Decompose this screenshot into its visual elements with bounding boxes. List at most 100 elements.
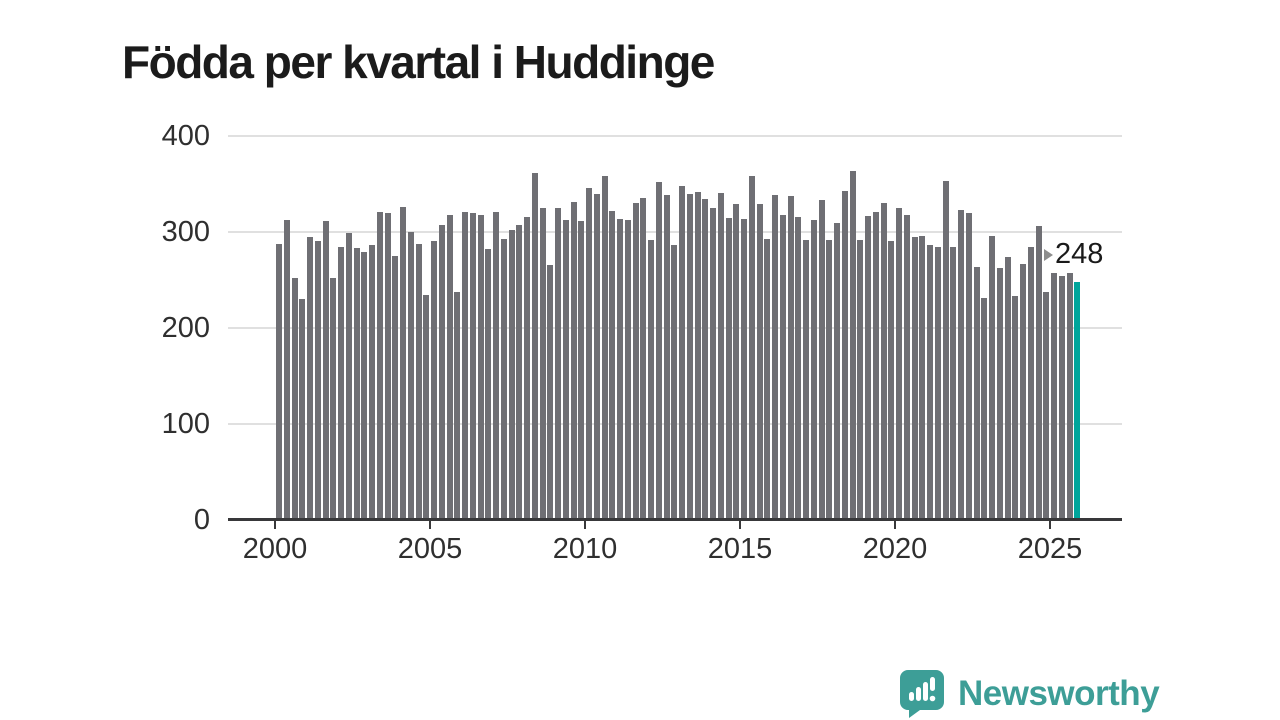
bar [880, 203, 887, 520]
x-axis-line [228, 518, 1122, 521]
bar [756, 204, 763, 520]
bar [384, 212, 391, 520]
page-title: Födda per kvartal i Huddinge [122, 35, 715, 88]
y-tick-label: 200 [161, 312, 210, 344]
bar [392, 256, 399, 520]
bar [454, 292, 461, 520]
bar [865, 215, 871, 520]
bar [462, 211, 468, 520]
bar [1012, 296, 1019, 520]
bar [834, 223, 840, 520]
bar [330, 278, 337, 520]
bar [555, 208, 561, 520]
bar [376, 211, 383, 520]
bar [291, 278, 298, 520]
bar [826, 239, 833, 520]
bar [1020, 263, 1026, 520]
bar [911, 236, 918, 520]
bar [717, 192, 724, 520]
x-tick-mark [1049, 521, 1051, 529]
bar [663, 194, 670, 520]
bar [299, 299, 306, 520]
bar [438, 225, 445, 520]
bar [772, 194, 778, 520]
bar [578, 221, 585, 520]
bar [369, 245, 375, 520]
bar [353, 248, 360, 520]
bar [400, 207, 406, 520]
bar [283, 220, 290, 520]
bar [741, 218, 747, 520]
bar [276, 244, 282, 520]
bar [531, 173, 538, 520]
x-tick-mark [584, 521, 586, 529]
bar [1066, 273, 1073, 520]
annotation-value: 248 [1055, 238, 1104, 270]
bar [338, 247, 344, 520]
bar [679, 185, 685, 520]
bar [516, 225, 523, 520]
x-tick-label: 2025 [1017, 533, 1083, 565]
bar [485, 249, 492, 520]
bar [431, 240, 437, 520]
bar [601, 176, 608, 520]
bar [841, 190, 848, 520]
x-tick-mark [739, 521, 741, 529]
bar [702, 199, 709, 520]
bar [725, 217, 732, 520]
bar [469, 212, 476, 520]
gridline [228, 135, 1122, 137]
bar [1058, 276, 1065, 520]
newsworthy-brand: Newsworthy [900, 670, 1160, 718]
bar [632, 203, 639, 520]
bar [415, 244, 422, 520]
bar [500, 238, 507, 520]
newsworthy-logo-text: Newsworthy [958, 674, 1160, 713]
bar [896, 208, 902, 520]
x-tick-label: 2020 [862, 533, 928, 565]
bar [477, 214, 484, 520]
bar [1004, 256, 1011, 520]
bar [307, 236, 313, 520]
x-tick-label: 2005 [397, 533, 463, 565]
x-tick-mark [429, 521, 431, 529]
bar [539, 208, 546, 520]
logo-bubble [900, 670, 944, 718]
bar [314, 240, 321, 520]
bar [787, 196, 794, 520]
bar [562, 220, 569, 520]
bar [810, 219, 817, 520]
bar [524, 216, 530, 520]
bar [934, 247, 941, 520]
bar [795, 216, 802, 520]
bar [609, 210, 616, 520]
annotation-arrow-icon [1044, 248, 1053, 261]
bar [888, 240, 895, 520]
x-tick-mark [274, 521, 276, 529]
bar [872, 211, 879, 520]
bar [919, 235, 926, 520]
bar [570, 202, 577, 520]
bar [996, 268, 1003, 520]
y-tick-label: 300 [161, 216, 210, 248]
newsworthy-logo-icon [900, 670, 944, 718]
bar [361, 252, 368, 520]
bar [857, 239, 864, 520]
bar [446, 214, 453, 520]
bar [764, 238, 771, 520]
x-tick-mark [894, 521, 896, 529]
bar [849, 170, 856, 520]
bar-highlighted [1074, 281, 1081, 520]
bar [624, 219, 631, 520]
bar [950, 247, 957, 520]
bar [981, 298, 988, 520]
bar [694, 191, 701, 520]
y-tick-label: 100 [161, 408, 210, 440]
bar [345, 232, 352, 520]
x-tick-label: 2010 [552, 533, 618, 565]
bar [547, 264, 554, 520]
bar [423, 295, 430, 520]
bar [989, 235, 995, 520]
y-tick-label: 400 [161, 120, 210, 152]
bar [671, 245, 678, 520]
